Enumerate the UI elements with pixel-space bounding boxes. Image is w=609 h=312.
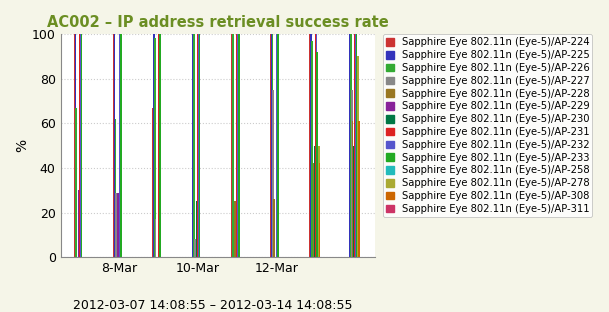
Legend: Sapphire Eye 802.11n (Eye-5)/AP-224, Sapphire Eye 802.11n (Eye-5)/AP-225, Sapphi: Sapphire Eye 802.11n (Eye-5)/AP-224, Sap… — [382, 35, 593, 217]
Bar — [197, 34, 199, 257]
Bar — [276, 34, 277, 257]
Bar — [272, 90, 274, 257]
Bar — [194, 239, 195, 257]
Bar — [236, 34, 238, 257]
Bar — [196, 202, 198, 257]
Bar — [154, 38, 155, 257]
Bar — [358, 121, 359, 257]
Bar — [315, 34, 317, 257]
Bar — [160, 34, 161, 257]
Bar — [80, 34, 82, 257]
Bar — [199, 34, 200, 257]
Bar — [114, 34, 116, 257]
Bar — [193, 34, 195, 257]
Bar — [152, 108, 154, 257]
Bar — [271, 34, 272, 257]
Bar — [319, 163, 320, 257]
Bar — [74, 34, 76, 257]
Bar — [237, 34, 239, 257]
Bar — [318, 146, 320, 257]
Bar — [198, 34, 200, 257]
Bar — [79, 34, 81, 257]
Bar — [315, 34, 317, 257]
Bar — [113, 34, 114, 257]
Bar — [76, 108, 77, 257]
Bar — [117, 193, 119, 257]
Bar — [310, 34, 312, 257]
Bar — [119, 108, 120, 257]
Y-axis label: %: % — [15, 139, 29, 152]
Bar — [120, 34, 122, 257]
Bar — [357, 56, 359, 257]
Bar — [317, 52, 318, 257]
Bar — [231, 34, 233, 257]
Title: AC002 – IP address retrieval success rate: AC002 – IP address retrieval success rat… — [47, 15, 389, 30]
Bar — [277, 34, 279, 257]
Bar — [355, 34, 356, 257]
Bar — [276, 34, 278, 257]
Bar — [238, 34, 239, 257]
Bar — [314, 146, 315, 257]
Bar — [192, 34, 193, 257]
Bar — [192, 34, 194, 257]
Bar — [350, 34, 352, 257]
Bar — [75, 34, 76, 257]
Bar — [116, 193, 117, 257]
Bar — [158, 34, 160, 257]
Bar — [78, 190, 79, 257]
Bar — [153, 34, 155, 257]
Bar — [351, 90, 353, 257]
Bar — [350, 34, 351, 257]
Bar — [273, 199, 275, 257]
Bar — [158, 34, 160, 257]
Bar — [311, 41, 312, 257]
Bar — [81, 34, 82, 257]
Text: 2012-03-07 14:08:55 – 2012-03-14 14:08:55: 2012-03-07 14:08:55 – 2012-03-14 14:08:5… — [74, 299, 353, 312]
Bar — [231, 34, 233, 257]
Bar — [270, 34, 272, 257]
Bar — [309, 34, 311, 257]
Bar — [312, 163, 314, 257]
Bar — [348, 34, 350, 257]
Bar — [119, 34, 121, 257]
Bar — [233, 34, 234, 257]
Bar — [272, 34, 273, 257]
Bar — [352, 121, 353, 257]
Bar — [354, 34, 356, 257]
Bar — [356, 34, 357, 257]
Bar — [234, 202, 236, 257]
Bar — [155, 219, 157, 257]
Bar — [353, 146, 355, 257]
Bar — [114, 119, 116, 257]
